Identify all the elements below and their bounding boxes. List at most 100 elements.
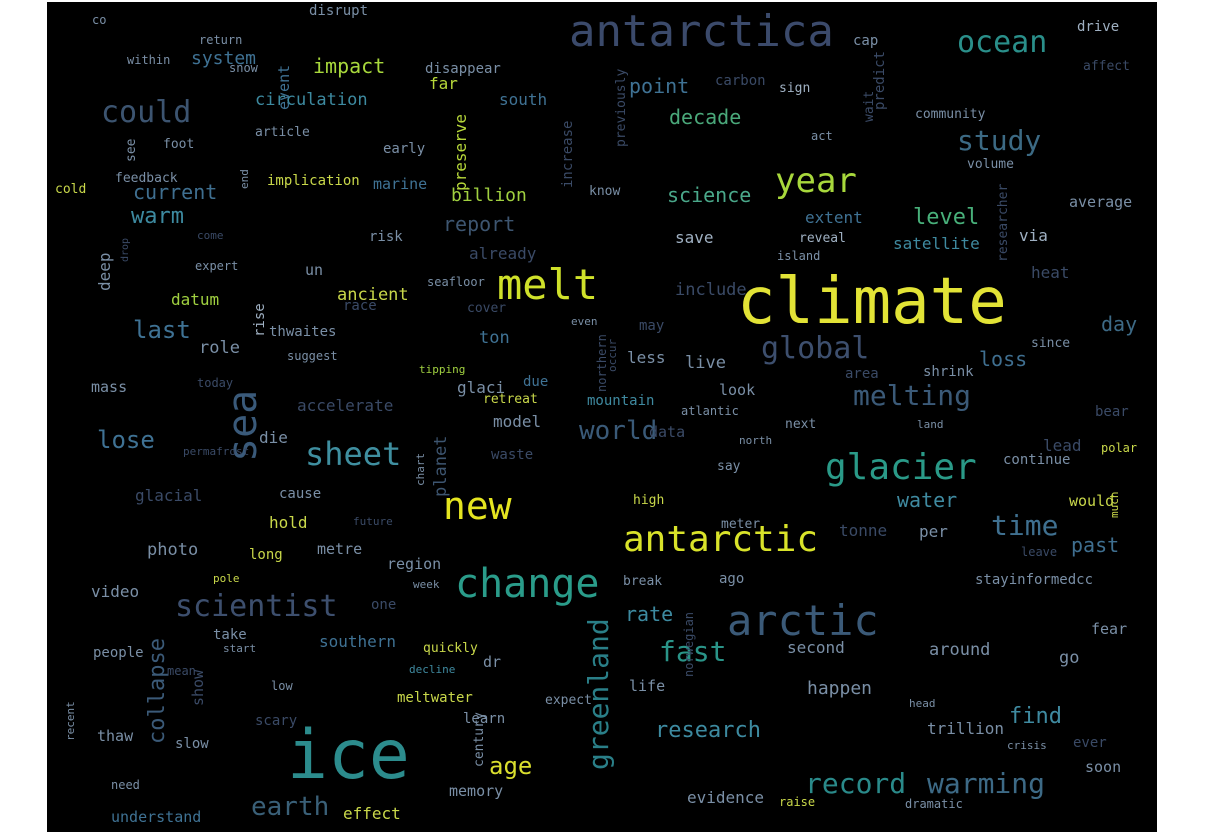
word-today: today xyxy=(197,376,234,390)
word-risk: risk xyxy=(369,229,403,245)
word-accelerate: accelerate xyxy=(297,396,394,415)
word-feedback: feedback xyxy=(115,171,178,186)
word-drive: drive xyxy=(1077,19,1120,35)
word-meter: meter xyxy=(721,517,761,532)
word-say: say xyxy=(717,459,741,474)
word-foot: foot xyxy=(163,137,195,152)
word-impact: impact xyxy=(313,54,386,78)
word-come: come xyxy=(197,229,224,242)
word-north: north xyxy=(739,434,773,447)
word-extent: extent xyxy=(805,208,863,227)
word-ocean: ocean xyxy=(957,25,1048,60)
word-antarctica: antarctica xyxy=(569,6,834,57)
word-age: age xyxy=(489,752,533,780)
word-melt: melt xyxy=(497,260,599,309)
word-implication: implication xyxy=(267,173,360,189)
word-future: future xyxy=(353,515,393,528)
word-researcher: researcher xyxy=(996,183,1011,262)
word-warm: warm xyxy=(131,204,184,229)
word-could: could xyxy=(101,95,192,130)
word-via: via xyxy=(1019,226,1048,245)
word-water: water xyxy=(897,488,958,512)
word-see: see xyxy=(124,138,139,162)
word-community: community xyxy=(915,107,986,122)
word-level: level xyxy=(913,205,980,230)
word-pole: pole xyxy=(213,572,240,585)
word-permafrost: permafrost xyxy=(183,445,250,458)
word-life: life xyxy=(629,677,666,695)
word-low: low xyxy=(271,679,293,693)
word-preserve: preserve xyxy=(451,113,470,191)
word-include: include xyxy=(675,280,747,300)
word-far: far xyxy=(429,74,458,93)
word-volume: volume xyxy=(967,157,1014,172)
word-act: act xyxy=(811,129,833,143)
word-cause: cause xyxy=(279,486,322,502)
word-model: model xyxy=(493,412,542,431)
word-deep: deep xyxy=(95,252,114,291)
word-understand: understand xyxy=(111,808,202,826)
word-within: within xyxy=(127,53,171,67)
word-new: new xyxy=(443,484,512,528)
word-learn: learn xyxy=(463,711,506,727)
word-occur: occur xyxy=(606,338,619,372)
word-wait: wait xyxy=(862,90,877,122)
word-take: take xyxy=(213,627,247,643)
word-scary: scary xyxy=(255,713,298,729)
word-polar: polar xyxy=(1101,441,1138,455)
word-week: week xyxy=(413,578,440,591)
word-start: start xyxy=(223,642,257,655)
word-current: current xyxy=(133,180,218,204)
word-per: per xyxy=(919,522,948,541)
word-memory: memory xyxy=(449,782,504,800)
word-one: one xyxy=(371,597,397,613)
word-event: event xyxy=(275,64,293,110)
word-decline: decline xyxy=(409,663,456,676)
word-look: look xyxy=(719,381,756,399)
word-would: would xyxy=(1069,492,1115,510)
word-metre: metre xyxy=(317,540,363,558)
word-race: race xyxy=(343,298,377,314)
word-rise: rise xyxy=(252,303,268,337)
word-leave: leave xyxy=(1021,545,1058,559)
word-increase: increase xyxy=(560,120,576,188)
word-climate: climate xyxy=(737,265,1007,339)
word-satellite: satellite xyxy=(893,234,980,253)
word-planet: planet xyxy=(431,435,451,497)
word-day: day xyxy=(1101,312,1138,336)
word-live: live xyxy=(685,353,726,373)
word-cover: cover xyxy=(467,301,507,316)
word-early: early xyxy=(383,141,426,157)
word-show: show xyxy=(189,669,207,706)
word-century: century xyxy=(472,712,487,767)
word-slow: slow xyxy=(175,736,209,752)
word-billion: billion xyxy=(451,185,527,206)
word-expect: expect xyxy=(545,693,592,708)
word-ancient: ancient xyxy=(337,285,409,305)
word-tipping: tipping xyxy=(419,363,466,376)
word-datum: datum xyxy=(171,290,220,309)
word-warming: warming xyxy=(927,767,1046,800)
word-sheet: sheet xyxy=(305,435,402,473)
word-high: high xyxy=(633,493,665,508)
word-recent: recent xyxy=(64,701,77,741)
word-study: study xyxy=(957,124,1042,157)
word-expert: expert xyxy=(195,259,239,273)
word-time: time xyxy=(991,509,1059,542)
word-disappear: disappear xyxy=(425,61,501,77)
word-past: past xyxy=(1071,533,1120,557)
word-due: due xyxy=(523,374,549,390)
word-continue: continue xyxy=(1003,452,1071,468)
word-reveal: reveal xyxy=(799,231,846,246)
word-glaci: glaci xyxy=(457,378,506,397)
word-soon: soon xyxy=(1085,758,1122,776)
word-glacier: glacier xyxy=(825,447,977,488)
word-southern: southern xyxy=(319,632,397,651)
word-shrink: shrink xyxy=(923,364,974,380)
word-hold: hold xyxy=(269,513,308,532)
word-article: article xyxy=(255,125,310,140)
word-ton: ton xyxy=(479,328,510,348)
word-un: un xyxy=(305,261,324,279)
word-dr: dr xyxy=(483,653,502,671)
word-melting: melting xyxy=(853,379,972,412)
